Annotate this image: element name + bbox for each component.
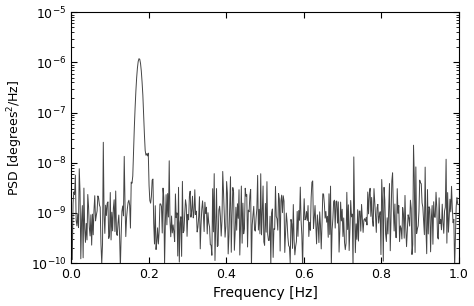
Y-axis label: PSD [degrees$^2$/Hz]: PSD [degrees$^2$/Hz] [6, 80, 25, 196]
X-axis label: Frequency [Hz]: Frequency [Hz] [212, 286, 318, 300]
